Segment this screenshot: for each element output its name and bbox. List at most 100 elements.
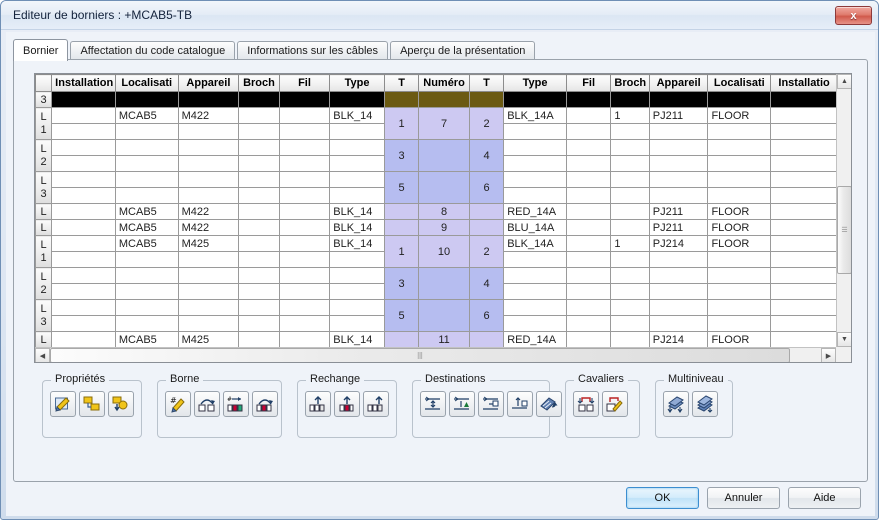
table-cell[interactable] bbox=[238, 331, 280, 348]
table-cell[interactable] bbox=[770, 107, 836, 124]
table-cell[interactable]: PJ211 bbox=[648, 203, 709, 220]
table-cell[interactable] bbox=[329, 283, 385, 300]
table-cell[interactable] bbox=[278, 171, 331, 188]
add-spare-terminal-icon[interactable] bbox=[305, 391, 331, 417]
table-cell[interactable] bbox=[51, 283, 116, 300]
insert-terminal-icon[interactable] bbox=[194, 391, 220, 417]
table-cell[interactable]: BLK_14A bbox=[503, 107, 567, 124]
table-row[interactable]: L 1 MCAB5 M425 BLK_14 1 10 2 BLK_14A 1 PJ214 FLOOR bbox=[35, 235, 836, 268]
table-cell[interactable]: 8 bbox=[418, 203, 470, 220]
table-cell[interactable]: PJ211 bbox=[648, 219, 709, 236]
table-cell[interactable] bbox=[565, 299, 612, 316]
table-cell[interactable] bbox=[565, 107, 612, 124]
table-cell[interactable] bbox=[707, 267, 772, 284]
insert-spare-icon[interactable] bbox=[334, 391, 360, 417]
table-cell[interactable] bbox=[383, 219, 420, 236]
table-cell[interactable] bbox=[565, 235, 612, 252]
table-cell[interactable] bbox=[770, 331, 836, 348]
table-cell[interactable] bbox=[503, 299, 567, 316]
table-cell[interactable]: 4 bbox=[468, 267, 505, 300]
table-cell[interactable] bbox=[610, 123, 650, 140]
table-cell[interactable]: BLK_14 bbox=[329, 107, 385, 124]
table-cell[interactable] bbox=[610, 171, 650, 188]
table-cell[interactable] bbox=[177, 155, 240, 172]
table-cell[interactable] bbox=[114, 91, 179, 108]
table-cell[interactable] bbox=[648, 267, 709, 284]
table-cell[interactable] bbox=[770, 91, 836, 108]
grid-column-header[interactable]: Fil bbox=[565, 74, 612, 92]
grid-column-header[interactable]: Broch bbox=[238, 74, 280, 92]
table-cell[interactable]: MCAB5 bbox=[114, 235, 179, 252]
table-cell[interactable] bbox=[238, 203, 280, 220]
table-cell[interactable] bbox=[238, 315, 280, 332]
table-cell[interactable] bbox=[707, 187, 772, 204]
table-cell[interactable] bbox=[610, 139, 650, 156]
table-cell[interactable] bbox=[177, 171, 240, 188]
table-cell[interactable] bbox=[51, 299, 116, 316]
table-cell[interactable]: 10 bbox=[418, 235, 470, 268]
table-cell[interactable]: FLOOR bbox=[707, 331, 772, 348]
table-cell[interactable] bbox=[278, 203, 331, 220]
table-cell[interactable]: MCAB5 bbox=[114, 203, 179, 220]
table-cell[interactable] bbox=[177, 123, 240, 140]
table-cell[interactable]: 7 bbox=[418, 107, 470, 140]
grid-vertical-scrollbar[interactable]: ▲ ☰ ▼ bbox=[836, 74, 851, 347]
table-cell[interactable] bbox=[329, 139, 385, 156]
table-cell[interactable] bbox=[565, 267, 612, 284]
table-cell[interactable] bbox=[648, 155, 709, 172]
table-cell[interactable] bbox=[770, 171, 836, 188]
add-jumper-icon[interactable] bbox=[573, 391, 599, 417]
table-cell[interactable]: M425 bbox=[177, 235, 240, 252]
grid-column-header[interactable]: Broch bbox=[610, 74, 650, 92]
grid-corner-header[interactable] bbox=[35, 74, 53, 92]
table-cell[interactable] bbox=[565, 315, 612, 332]
table-cell[interactable] bbox=[51, 267, 116, 284]
table-cell[interactable] bbox=[114, 155, 179, 172]
table-cell[interactable]: RED_14A bbox=[503, 331, 567, 348]
table-cell[interactable] bbox=[329, 187, 385, 204]
table-cell[interactable] bbox=[770, 315, 836, 332]
table-cell[interactable] bbox=[503, 123, 567, 140]
table-cell[interactable] bbox=[418, 171, 470, 204]
table-cell[interactable] bbox=[610, 315, 650, 332]
table-cell[interactable] bbox=[707, 139, 772, 156]
table-cell[interactable] bbox=[238, 139, 280, 156]
table-cell[interactable] bbox=[51, 171, 116, 188]
table-cell[interactable] bbox=[468, 331, 505, 348]
table-cell[interactable] bbox=[278, 299, 331, 316]
table-row[interactable] bbox=[36, 155, 836, 172]
table-cell[interactable] bbox=[238, 251, 280, 268]
table-cell[interactable] bbox=[610, 219, 650, 236]
table-cell[interactable] bbox=[770, 299, 836, 316]
table-cell[interactable] bbox=[383, 91, 420, 108]
table-cell[interactable]: 5 bbox=[383, 299, 420, 332]
table-row[interactable] bbox=[36, 187, 836, 204]
table-cell[interactable] bbox=[114, 299, 179, 316]
table-cell[interactable] bbox=[565, 331, 612, 348]
table-cell[interactable] bbox=[278, 283, 331, 300]
table-cell[interactable] bbox=[648, 123, 709, 140]
table-cell[interactable] bbox=[610, 299, 650, 316]
table-cell[interactable] bbox=[114, 267, 179, 284]
append-spare-icon[interactable] bbox=[363, 391, 389, 417]
table-row[interactable]: 3 bbox=[35, 91, 836, 108]
row-header[interactable]: L bbox=[35, 219, 53, 236]
table-row[interactable]: L MCAB5 M425 BLK_14 11 RED_14A PJ214 FLOOR bbox=[35, 331, 836, 348]
table-cell[interactable] bbox=[278, 155, 331, 172]
table-cell[interactable] bbox=[610, 331, 650, 348]
table-cell[interactable]: MCAB5 bbox=[114, 107, 179, 124]
table-cell[interactable] bbox=[278, 123, 331, 140]
scroll-up-icon[interactable]: ▲ bbox=[837, 74, 851, 89]
table-cell[interactable]: PJ211 bbox=[648, 107, 709, 124]
table-cell[interactable] bbox=[114, 315, 179, 332]
table-cell[interactable] bbox=[51, 139, 116, 156]
table-cell[interactable]: MCAB5 bbox=[114, 331, 179, 348]
table-row[interactable]: L MCAB5 M422 BLK_14 8 RED_14A PJ211 FLOOR bbox=[35, 203, 836, 220]
table-cell[interactable] bbox=[238, 171, 280, 188]
table-cell[interactable] bbox=[278, 91, 331, 108]
table-cell[interactable] bbox=[707, 171, 772, 188]
table-cell[interactable] bbox=[707, 91, 772, 108]
table-cell[interactable] bbox=[565, 91, 612, 108]
table-cell[interactable] bbox=[610, 251, 650, 268]
table-cell[interactable] bbox=[770, 139, 836, 156]
